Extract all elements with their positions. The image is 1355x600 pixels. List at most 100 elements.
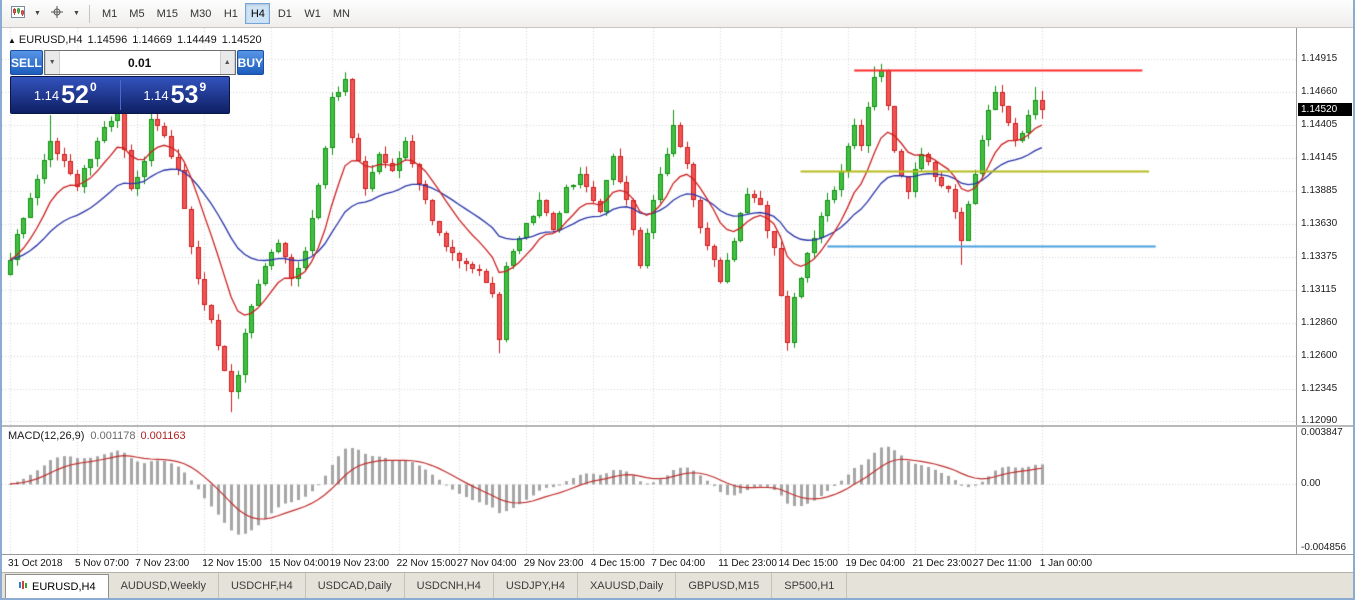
price-axis-label: 1.14145: [1301, 151, 1338, 163]
symbol-up-arrow-icon: ▲: [8, 36, 16, 45]
toolbar: ▼ ▼ M1 M5 M15 M30 H1 H4 D1 W1 MN: [2, 0, 1353, 28]
sell-price-big-digits: 52: [61, 81, 89, 109]
time-axis-label: 15 Nov 04:00: [269, 558, 329, 569]
chart-tab-usdchf-h4[interactable]: USDCHF,H4: [219, 573, 306, 598]
time-axis-label: 27 Dec 11:00: [972, 558, 1032, 569]
chart-area: ▲ EURUSD,H4 1.14596 1.14669 1.14449 1.14520 S…: [2, 28, 1353, 427]
tab-label: USDCHF,H4: [230, 579, 293, 592]
price-axis-label: 1.14915: [1301, 53, 1338, 65]
timeframe-button-m1[interactable]: M1: [97, 3, 122, 24]
chart-type-dropdown-caret-icon[interactable]: ▼: [31, 3, 44, 25]
time-axis-label: 19 Nov 23:00: [329, 558, 390, 569]
trade-prices-row: 1.14 52 0 1.14 53 9: [10, 76, 230, 114]
chart-tab-sp500-h1[interactable]: SP500,H1: [772, 573, 848, 598]
time-axis-label: 7 Dec 04:00: [651, 558, 706, 569]
macd-main-value: 0.001178: [90, 430, 136, 442]
time-axis-label: 29 Nov 23:00: [523, 558, 584, 569]
crosshair-icon-button[interactable]: [45, 3, 69, 25]
buy-price-pipette: 9: [199, 80, 207, 94]
macd-axis-label: -0.004856: [1301, 542, 1347, 553]
sell-price-prefix: 1.14: [33, 87, 60, 103]
time-axis-label: 1 Jan 00:00: [1039, 558, 1093, 569]
timeframe-button-h4[interactable]: H4: [245, 3, 271, 24]
chart-tab-usdcad-daily[interactable]: USDCAD,Daily: [306, 573, 405, 598]
volume-decrease-button[interactable]: ▼: [44, 51, 60, 74]
volume-increase-button[interactable]: ▲: [219, 51, 235, 74]
time-axis-label: 19 Dec 04:00: [845, 558, 906, 569]
price-axis-label: 1.12600: [1301, 349, 1338, 361]
sell-price-display[interactable]: 1.14 52 0: [11, 77, 120, 113]
volume-control: ▼ ▲: [43, 50, 236, 75]
tab-label: USDCNH,H4: [416, 579, 481, 592]
time-axis-label: 31 Oct 2018: [8, 558, 63, 569]
price-axis[interactable]: 1.14915 1.14660 1.14405 1.14145 1.13885 1.136…: [1296, 28, 1353, 427]
time-axis[interactable]: 31 Oct 2018 5 Nov 07:00 7 Nov 23:00 12 Nov …: [2, 554, 1353, 572]
timeframe-button-m5[interactable]: M5: [124, 3, 149, 24]
tab-label: AUDUSD,Weekly: [120, 579, 206, 592]
timeframe-button-m15[interactable]: M15: [152, 3, 183, 24]
time-axis-label: 21 Dec 23:00: [912, 558, 973, 569]
time-axis-label: 4 Dec 15:00: [590, 558, 645, 569]
time-axis-label: 5 Nov 07:00: [75, 558, 129, 569]
chart-window-icon-button[interactable]: [6, 3, 30, 25]
macd-canvas[interactable]: [2, 427, 1296, 554]
chart-tab-eurusd-h4[interactable]: EURUSD,H4: [5, 574, 109, 598]
buy-price-prefix: 1.14: [143, 87, 169, 103]
timeframe-button-h1[interactable]: H1: [218, 3, 243, 24]
macd-signal-value: 0.001163: [140, 430, 186, 442]
timeframe-button-d1[interactable]: D1: [272, 3, 297, 24]
price-axis-label: 1.13630: [1301, 217, 1338, 229]
chart-tab-usdjpy-h4[interactable]: USDJPY,H4: [494, 573, 578, 598]
ohlc-high: 1.14669: [132, 34, 173, 46]
tab-chart-icon: [18, 580, 28, 593]
ohlc-close: 1.14520: [221, 34, 262, 46]
tab-label: EURUSD,H4: [32, 580, 96, 593]
timeframe-button-w1[interactable]: W1: [299, 3, 326, 24]
macd-label: MACD(12,26,9) 0.001178 0.001163: [8, 430, 186, 442]
tab-label: SP500,H1: [784, 579, 835, 592]
chart-symbol-label: EURUSD,H4: [18, 34, 83, 46]
macd-axis[interactable]: 0.003847 0.00 -0.004856: [1296, 427, 1353, 554]
sell-button[interactable]: SELL: [10, 50, 43, 75]
one-click-trading-panel: SELL ▼ ▲ BUY 1.14 52 0 1.14 53 9: [10, 50, 265, 114]
timeframe-button-m30[interactable]: M30: [185, 3, 216, 24]
buy-price-big-digits: 53: [170, 81, 199, 109]
toolbar-separator: [89, 4, 90, 23]
ohlc-open: 1.14596: [87, 34, 128, 46]
timeframe-button-mn[interactable]: MN: [328, 3, 355, 24]
chart-macd-splitter[interactable]: [2, 425, 1353, 427]
time-axis-label: 11 Dec 23:00: [718, 558, 777, 569]
macd-axis-label: 0.003847: [1301, 427, 1343, 438]
time-axis-label: 7 Nov 23:00: [135, 558, 190, 569]
chart-tab-audusd-weekly[interactable]: AUDUSD,Weekly: [109, 573, 219, 598]
price-axis-label: 1.13885: [1301, 185, 1338, 197]
buy-button[interactable]: BUY: [236, 50, 265, 75]
buy-price-display[interactable]: 1.14 53 9: [121, 77, 230, 113]
volume-input[interactable]: [59, 51, 220, 74]
time-axis-label: 14 Dec 15:00: [778, 558, 839, 569]
chart-tab-xauusd-daily[interactable]: XAUUSD,Daily: [578, 573, 677, 598]
price-axis-label: 1.12345: [1301, 382, 1338, 394]
price-axis-label: 1.14405: [1301, 118, 1338, 130]
trade-controls-row: SELL ▼ ▲ BUY: [10, 50, 265, 75]
timeframe-button-group: M1 M5 M15 M30 H1 H4 D1 W1 MN: [96, 3, 356, 24]
tab-label: GBPUSD,M15: [688, 579, 760, 592]
cursor-dropdown-caret-icon[interactable]: ▼: [70, 3, 83, 25]
price-axis-label: 1.12860: [1301, 316, 1338, 328]
chart-tab-gbpusd-m15[interactable]: GBPUSD,M15: [676, 573, 773, 598]
chart-ohlc-header: ▲ EURUSD,H4 1.14596 1.14669 1.14449 1.14520: [8, 34, 262, 46]
crosshair-icon: [49, 4, 65, 23]
price-axis-label: 1.13115: [1301, 283, 1337, 295]
price-axis-label: 1.12090: [1301, 415, 1338, 427]
chart-tab-bar: EURUSD,H4 AUDUSD,Weekly USDCHF,H4 USDCAD,Da…: [2, 572, 1353, 598]
time-axis-label: 27 Nov 04:00: [456, 558, 517, 569]
chart-tab-usdcnh-h4[interactable]: USDCNH,H4: [405, 573, 494, 598]
ohlc-low: 1.14449: [177, 34, 217, 46]
macd-title: MACD(12,26,9): [8, 430, 85, 442]
tab-label: XAUUSD,Daily: [589, 579, 664, 592]
tab-label: USDJPY,H4: [505, 579, 565, 592]
time-axis-label: 22 Nov 15:00: [396, 558, 457, 569]
price-axis-label: 1.14660: [1301, 86, 1338, 98]
price-divider: [119, 80, 121, 110]
